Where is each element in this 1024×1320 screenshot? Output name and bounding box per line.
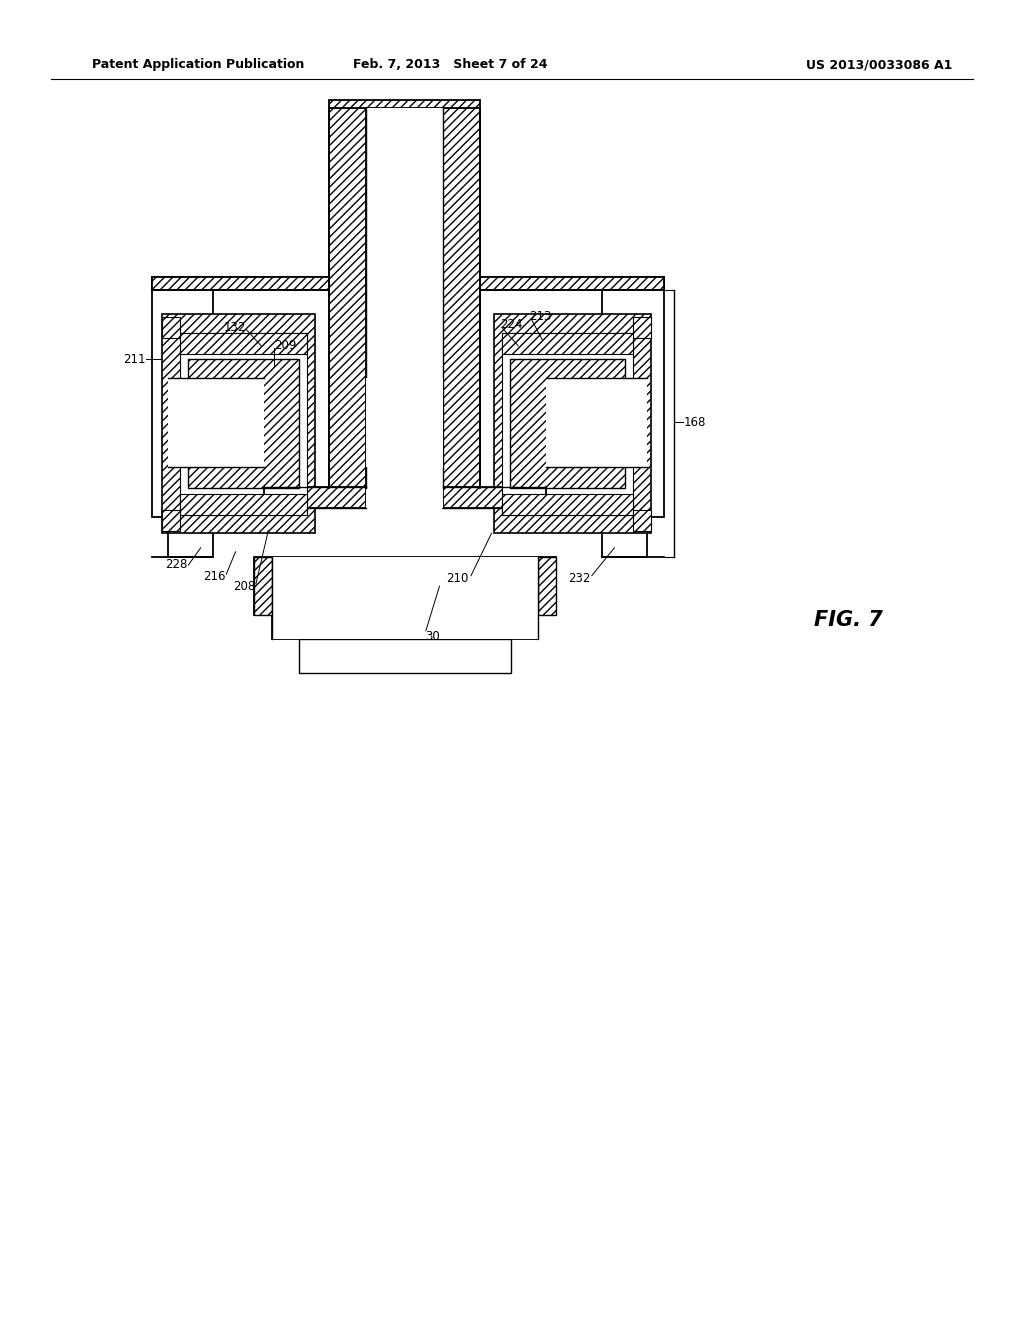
Bar (152, 277, 664, 290)
Bar (180, 333, 307, 515)
Bar (502, 333, 633, 515)
Polygon shape (152, 290, 213, 557)
Bar (299, 639, 511, 673)
Bar (329, 108, 366, 488)
Bar (494, 314, 651, 533)
Text: FIG. 7: FIG. 7 (814, 610, 883, 631)
Bar (180, 494, 307, 515)
Bar (546, 378, 647, 467)
Polygon shape (254, 557, 556, 639)
Bar (152, 277, 664, 290)
Bar (188, 359, 299, 488)
Text: 209: 209 (274, 339, 297, 352)
Text: US 2013/0033086 A1: US 2013/0033086 A1 (806, 58, 952, 71)
Text: 216: 216 (203, 570, 225, 583)
Bar (366, 487, 443, 508)
Text: 228: 228 (165, 558, 187, 572)
Text: Patent Application Publication: Patent Application Publication (92, 58, 304, 71)
Polygon shape (602, 290, 664, 557)
Bar (264, 487, 366, 508)
Bar (162, 510, 180, 531)
Text: 30: 30 (425, 630, 439, 643)
Text: 232: 232 (568, 572, 591, 585)
Bar (366, 378, 443, 467)
Text: 211: 211 (123, 352, 145, 366)
Bar (633, 317, 651, 338)
Bar (633, 510, 651, 531)
Bar (329, 100, 480, 108)
Bar (366, 108, 443, 488)
Text: 132: 132 (223, 321, 246, 334)
Bar (162, 317, 180, 338)
Text: 208: 208 (232, 579, 255, 593)
Text: Feb. 7, 2013   Sheet 7 of 24: Feb. 7, 2013 Sheet 7 of 24 (353, 58, 548, 71)
Bar (443, 487, 546, 508)
Text: 210: 210 (446, 572, 469, 585)
Bar (538, 557, 556, 615)
Bar (443, 108, 480, 488)
Text: 213: 213 (529, 310, 552, 323)
Bar (272, 557, 538, 639)
Bar (502, 333, 633, 354)
Bar (254, 557, 272, 615)
Bar (162, 314, 315, 533)
Text: 224: 224 (500, 318, 522, 331)
Text: 168: 168 (684, 416, 707, 429)
Bar (168, 378, 264, 467)
Bar (502, 494, 633, 515)
Bar (180, 333, 307, 354)
Bar (510, 359, 625, 488)
